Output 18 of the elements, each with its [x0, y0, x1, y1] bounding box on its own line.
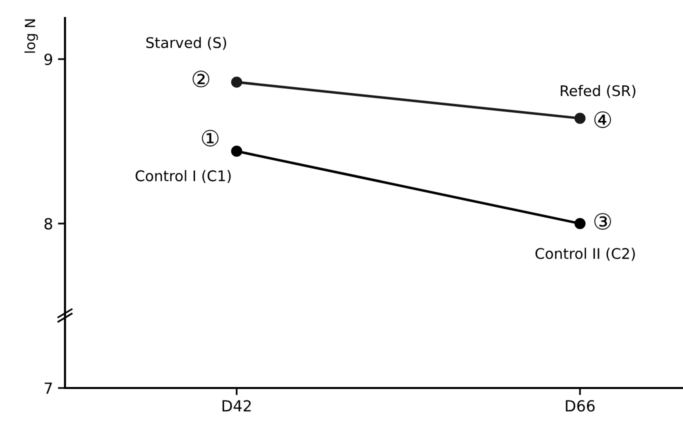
- x-tick-label: D42: [222, 400, 251, 412]
- y-tick-label: 7: [44, 382, 52, 394]
- y-tick-label: 9: [44, 54, 52, 66]
- annotation: ③: [594, 213, 611, 230]
- y-tick-label: 8: [44, 218, 52, 230]
- annotation: Control I (C1): [136, 170, 231, 184]
- annotation: ①: [202, 130, 219, 146]
- annotation: Control II (C2): [536, 248, 635, 261]
- annotation: Refed (SR): [560, 84, 636, 98]
- point: [574, 218, 586, 230]
- x-tick-label: D66: [566, 400, 595, 412]
- point: [231, 146, 242, 157]
- point: [574, 112, 586, 124]
- annotation: ④: [594, 111, 611, 128]
- annotation: ②: [192, 70, 210, 88]
- y-axis-title: log N: [24, 19, 38, 53]
- annotation: Starved (S): [146, 36, 226, 50]
- point: [231, 76, 242, 88]
